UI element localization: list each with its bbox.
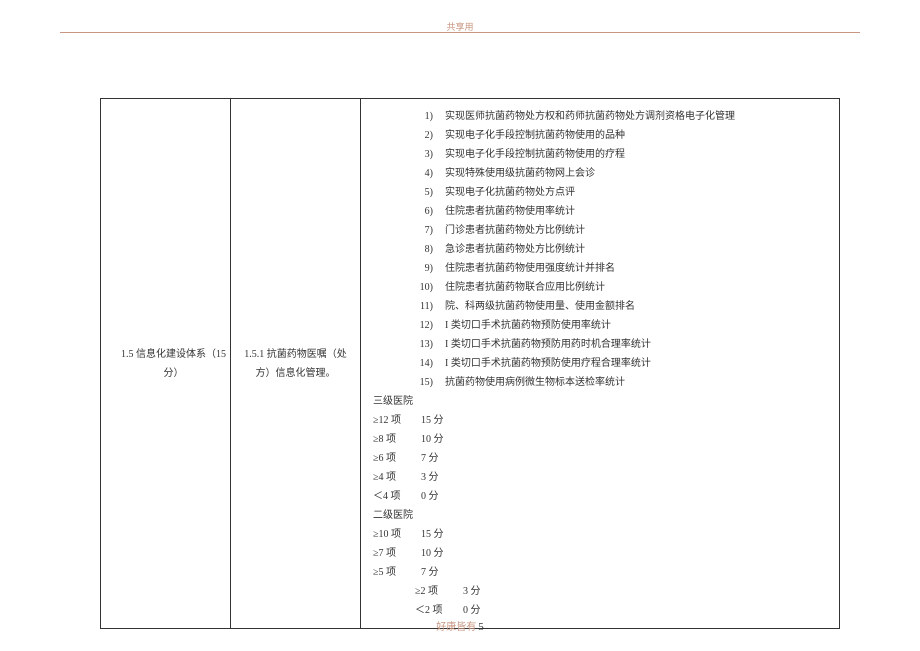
numbered-item: 3)实现电子化手段控制抗菌药物使用的疗程: [411, 145, 831, 164]
header-rule: [60, 32, 860, 33]
cell-details: 1)实现医师抗菌药物处方权和药师抗菌药物处方调剂资格电子化管理2)实现电子化手段…: [361, 99, 840, 629]
numbered-item: 9)住院患者抗菌药物使用强度统计并排名: [411, 259, 831, 278]
footer-label: 好康皆有: [436, 622, 476, 633]
page-number: 5: [478, 621, 484, 633]
numbered-item: 1)实现医师抗菌药物处方权和药师抗菌药物处方调剂资格电子化管理: [411, 107, 831, 126]
numbered-item: 5)实现电子化抗菌药物处方点评: [411, 183, 831, 202]
cell-section: 1.5 信息化建设体系（15 分）: [101, 99, 231, 629]
numbered-item: 7)门诊患者抗菌药物处方比例统计: [411, 221, 831, 240]
numbered-item: 12)I 类切口手术抗菌药物预防使用率统计: [411, 316, 831, 335]
numbered-item: 15)抗菌药物使用病例微生物标本送检率统计: [411, 373, 831, 392]
score-row: ≥4 项3 分: [373, 468, 831, 487]
page-footer: 好康皆有5: [436, 618, 484, 633]
content-table: 1.5 信息化建设体系（15 分） 1.5.1 抗菌药物医嘱（处方）信息化管理。…: [100, 98, 840, 629]
cell-subsection: 1.5.1 抗菌药物医嘱（处方）信息化管理。: [231, 99, 361, 629]
score-row: ≥10 项15 分: [373, 525, 831, 544]
numbered-item: 4)实现特殊使用级抗菌药物网上会诊: [411, 164, 831, 183]
numbered-item: 2)实现电子化手段控制抗菌药物使用的品种: [411, 126, 831, 145]
score-row: ≥12 项15 分: [373, 411, 831, 430]
numbered-item: 8)急诊患者抗菌药物处方比例统计: [411, 240, 831, 259]
grade-label: 三级医院: [373, 392, 831, 411]
numbered-item: 6)住院患者抗菌药物使用率统计: [411, 202, 831, 221]
score-row: ＜4 项0 分: [373, 487, 831, 506]
score-row: ≥7 项10 分: [373, 544, 831, 563]
score-row: ≥5 项7 分: [373, 563, 831, 582]
numbered-item: 10)住院患者抗菌药物联合应用比例统计: [411, 278, 831, 297]
score-row: ≥6 项7 分: [373, 449, 831, 468]
numbered-item: 13)I 类切口手术抗菌药物预防用药时机合理率统计: [411, 335, 831, 354]
score-row: ≥8 项10 分: [373, 430, 831, 449]
numbered-item: 14)I 类切口手术抗菌药物预防使用疗程合理率统计: [411, 354, 831, 373]
numbered-item: 11)院、科两级抗菌药物使用量、使用金额排名: [411, 297, 831, 316]
score-row: ≥2 项3 分: [415, 582, 831, 601]
grade-label: 二级医院: [373, 506, 831, 525]
